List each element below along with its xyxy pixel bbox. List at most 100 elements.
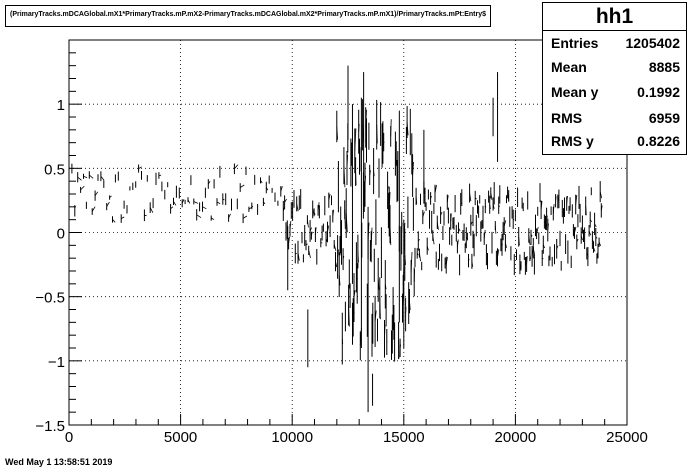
data-mark [112,219,116,223]
stats-value: 0.1992 [637,84,680,100]
data-mark [336,126,338,140]
data-mark [541,257,544,260]
data-mark [89,174,94,179]
data-mark [370,227,373,247]
data-mark [599,191,603,199]
data-mark [333,244,337,251]
stats-histogram-name: hh1 [595,5,634,28]
stats-row-rms: RMS 6959 [551,110,680,128]
chart-title: (PrimaryTracks.mDCAGlobal.mX1*PrimaryTra… [10,11,486,18]
data-mark [355,171,357,186]
data-mark [595,236,598,239]
data-mark [589,219,592,223]
data-mark [470,221,473,226]
data-mark [297,252,300,261]
stats-row-mean-y: Mean y 0.1992 [551,84,680,102]
data-mark [263,201,266,205]
data-mark [138,166,142,169]
data-mark [469,193,472,202]
stats-value: 0.8226 [637,133,680,149]
data-mark [384,284,387,290]
data-mark [409,301,411,311]
data-mark [91,206,96,212]
data-mark [474,197,477,200]
data-mark [242,215,248,219]
data-mark [502,229,505,232]
data-mark [228,213,231,219]
data-mark [422,211,425,218]
data-mark [358,123,360,132]
data-mark [406,122,409,136]
data-mark [450,213,452,222]
data-mark [458,227,461,232]
data-mark [364,175,366,185]
data-mark [211,217,215,220]
data-mark [530,234,533,238]
data-mark [265,187,269,191]
data-mark [588,230,591,236]
data-mark [77,176,82,181]
data-mark [512,218,515,221]
data-mark [518,236,520,246]
data-mark [289,220,292,231]
stats-label: RMS y [551,133,594,149]
x-tick-label: 15000 [383,429,425,446]
data-mark [181,199,185,204]
data-mark [483,229,486,239]
data-mark [207,180,211,185]
data-mark [529,253,531,260]
stats-box: hh1 Entries 1205402 Mean 8885 Mean y 0.1… [542,2,687,155]
data-mark [315,227,317,235]
data-mark [594,223,597,228]
data-mark [354,128,357,151]
data-mark [525,257,527,266]
data-mark [503,220,507,227]
data-mark [412,161,414,176]
data-mark [348,305,350,327]
data-mark [332,209,335,217]
data-mark [490,192,493,200]
data-mark [309,227,313,232]
data-mark [106,201,110,207]
data-mark [379,297,381,320]
data-mark [373,171,375,177]
data-mark [415,196,418,204]
data-mark [600,205,603,211]
stats-row-rms-y: RMS y 0.8226 [551,133,680,151]
data-mark [149,207,154,213]
data-mark [384,325,386,339]
data-mark [338,274,341,286]
x-tick-label: 10000 [271,429,313,446]
data-mark [497,249,500,258]
data-mark [327,225,330,232]
data-mark [187,199,191,204]
data-mark [284,198,287,203]
data-mark [335,261,338,268]
data-mark [519,264,522,271]
data-mark [170,206,174,210]
data-mark [202,206,207,210]
data-mark [593,247,596,252]
data-mark [216,201,221,205]
y-tick-label: −1.5 [35,418,65,435]
timestamp-footer: Wed May 1 13:58:51 2019 [5,457,113,467]
data-mark [460,202,462,205]
stats-label: Mean y [551,84,599,100]
data-mark [598,242,602,247]
data-mark [387,186,389,191]
data-mark [494,225,497,234]
data-mark [343,165,346,188]
x-tick-label: 5000 [164,429,197,446]
stats-label: Mean [551,59,587,75]
data-mark [426,246,429,251]
data-mark [399,344,401,348]
data-mark [536,227,539,234]
data-mark [546,215,548,220]
stats-row-mean: Mean 8885 [551,59,680,77]
data-mark [574,226,577,234]
data-mark [337,249,339,258]
data-mark [282,207,285,212]
data-mark [576,238,579,243]
